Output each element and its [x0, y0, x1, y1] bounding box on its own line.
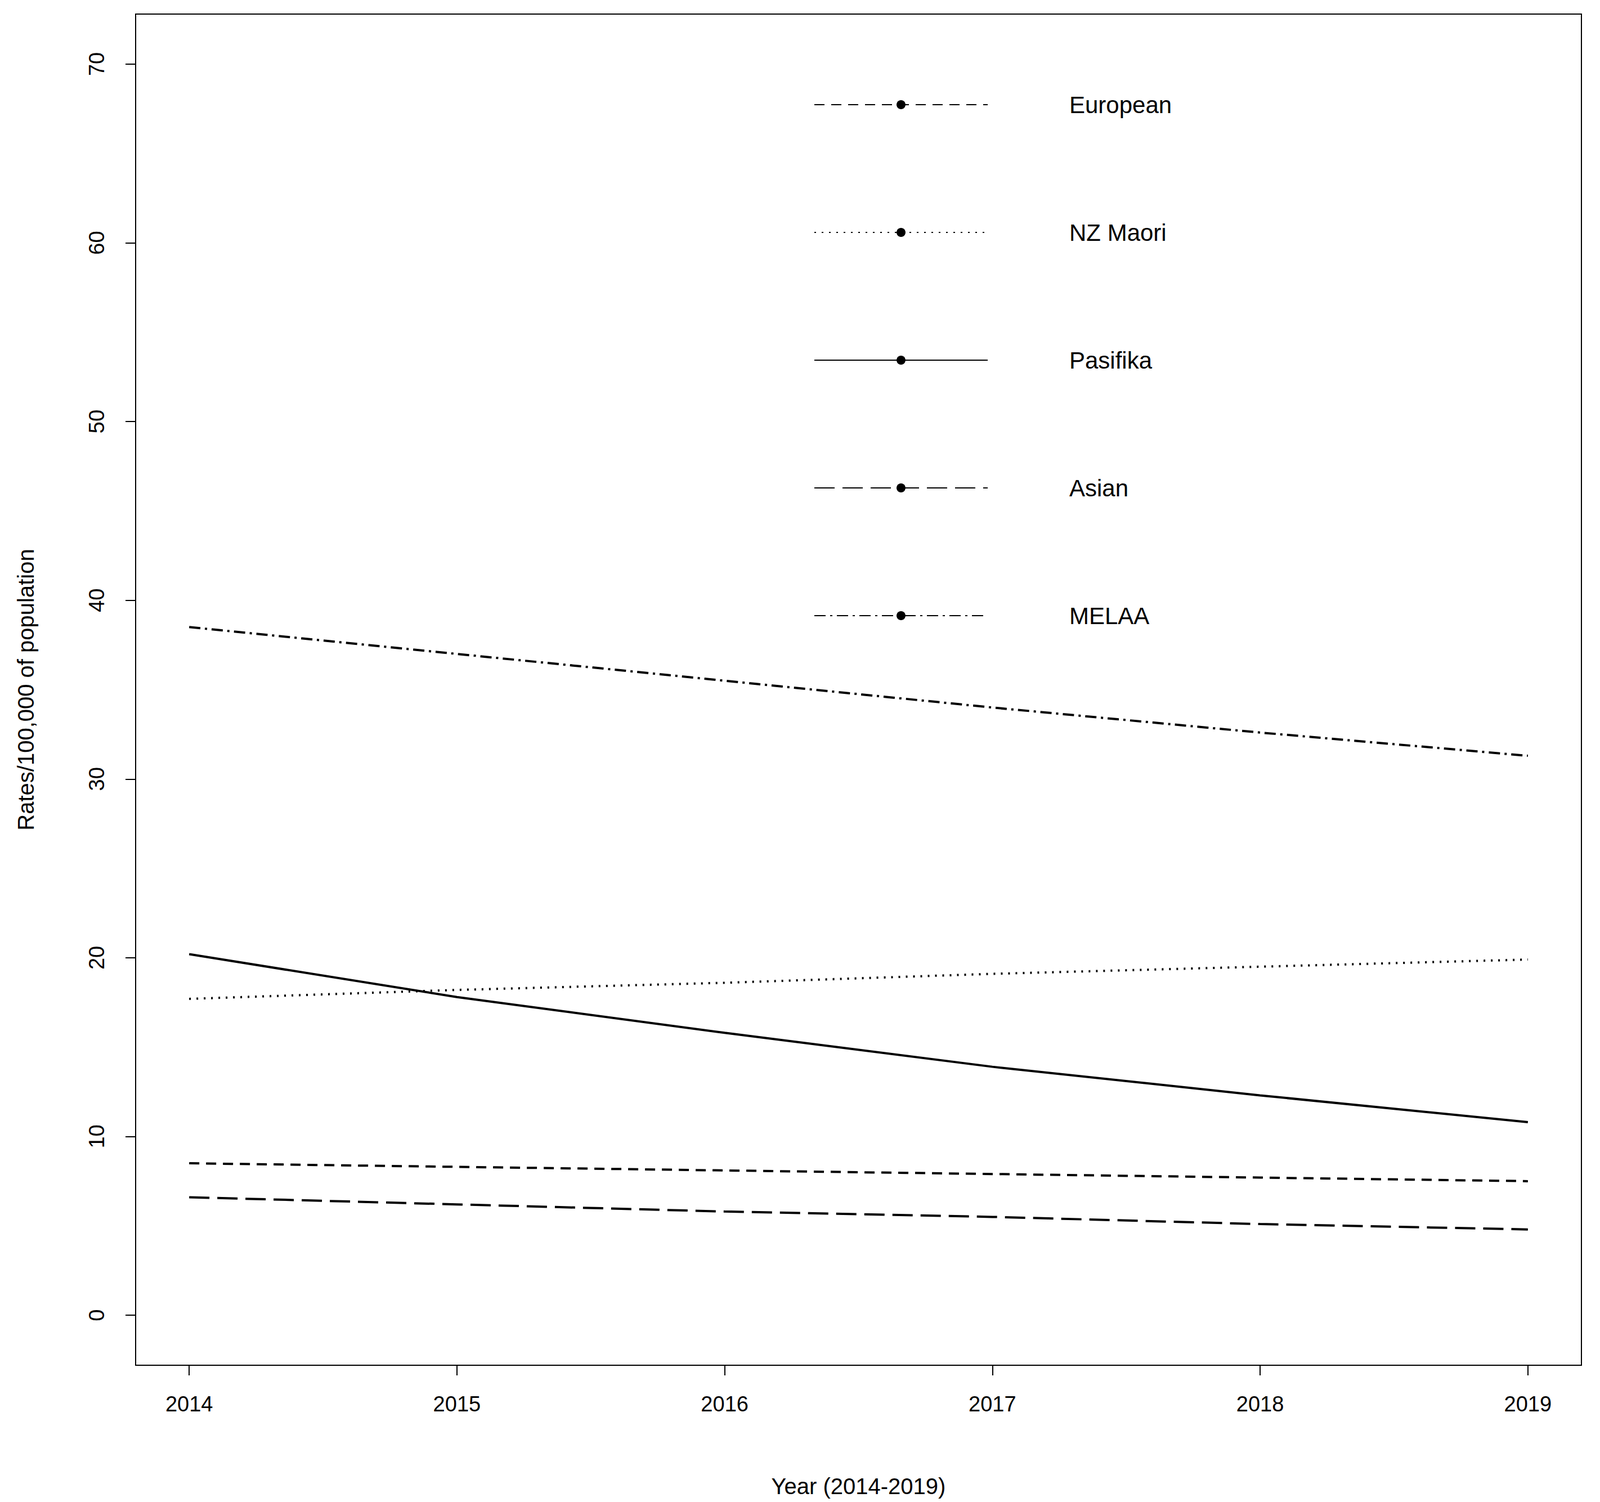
svg-text:2017: 2017 [968, 1392, 1017, 1416]
svg-text:Year (2014-2019): Year (2014-2019) [771, 1473, 947, 1499]
svg-text:50: 50 [84, 409, 109, 434]
svg-text:NZ Maori: NZ Maori [1069, 219, 1167, 246]
svg-text:2018: 2018 [1236, 1392, 1285, 1416]
svg-text:2016: 2016 [700, 1392, 749, 1416]
svg-text:2019: 2019 [1504, 1392, 1553, 1416]
svg-text:Rates/100,000 of population: Rates/100,000 of population [13, 548, 39, 831]
svg-text:Pasifika: Pasifika [1069, 347, 1153, 374]
svg-text:Asian: Asian [1069, 474, 1129, 502]
svg-text:2015: 2015 [433, 1392, 482, 1416]
svg-text:0: 0 [84, 1309, 109, 1322]
svg-text:20: 20 [84, 946, 109, 970]
svg-text:30: 30 [84, 767, 109, 791]
svg-text:European: European [1069, 91, 1172, 119]
svg-text:40: 40 [84, 588, 109, 613]
svg-text:70: 70 [84, 52, 109, 76]
svg-text:60: 60 [84, 230, 109, 255]
svg-text:10: 10 [84, 1124, 109, 1149]
svg-text:MELAA: MELAA [1069, 602, 1150, 630]
svg-text:2014: 2014 [165, 1392, 214, 1416]
